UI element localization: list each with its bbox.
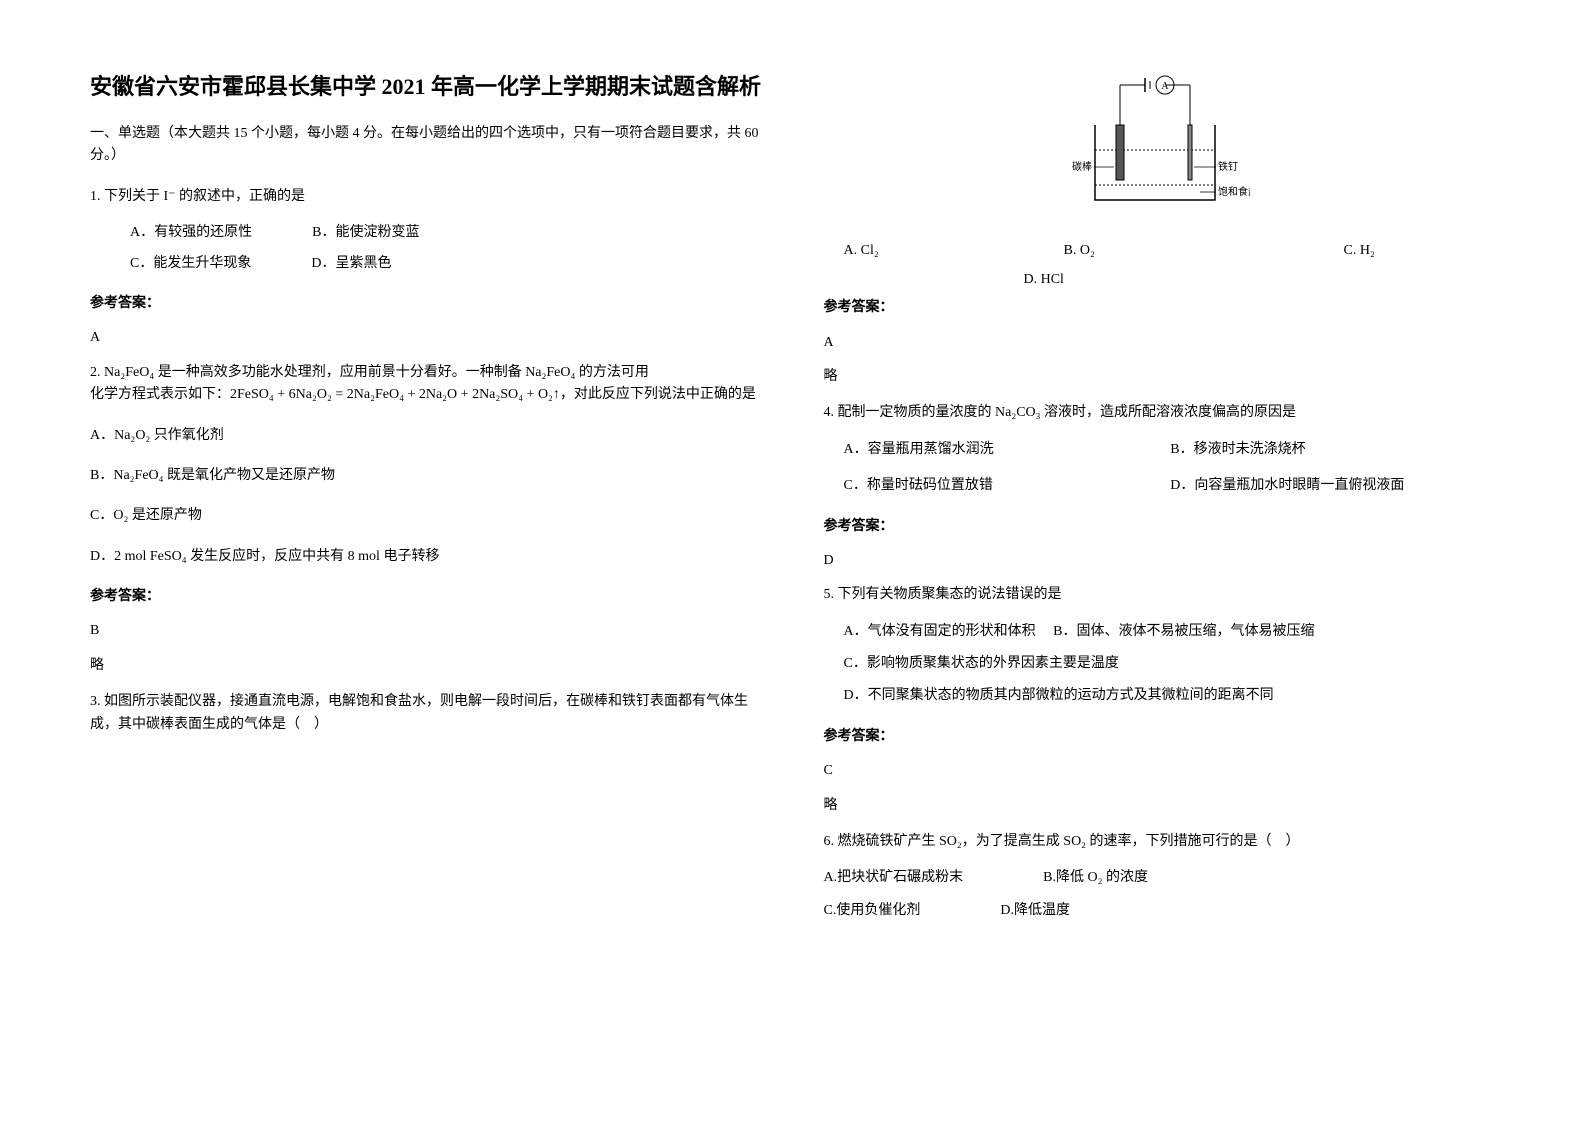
right-column: A 碳棒 铁钉 饱和食盐水 <box>824 70 1498 940</box>
q6-row1: A.把块状矿石碾成粉末 B.降低 O₂ 的浓度 <box>824 867 1498 889</box>
q5-opt-c: C．影响物质聚集状态的外界因素主要是温度 <box>844 653 1498 675</box>
q6-opt-c: C.使用负催化剂 <box>824 900 921 922</box>
q2-opt-d: D．2 mol FeSO₄ 发生反应时，反应中共有 8 mol 电子转移 <box>90 546 764 568</box>
electrolysis-diagram-svg: A 碳棒 铁钉 饱和食盐水 <box>1070 70 1250 220</box>
q3-opt-c: C. H₂ <box>1344 240 1464 262</box>
section-header: 一、单选题（本大题共 15 个小题，每小题 4 分。在每小题给出的四个选项中，只… <box>90 123 764 168</box>
ammeter-label: A <box>1162 81 1170 92</box>
q1-answer: A <box>90 327 764 349</box>
q3-opt-d: D. HCl <box>1024 269 1064 291</box>
q1-stem: 1. 下列关于 I⁻ 的叙述中，正确的是 <box>90 186 764 208</box>
q2-opt-c: C．O₂ 是还原产物 <box>90 505 764 527</box>
q2-answer: B <box>90 620 764 642</box>
question-5: 5. 下列有关物质聚集态的说法错误的是 A．气体没有固定的形状和体积 B．固体、… <box>824 584 1498 708</box>
q5-opt-b: B．固体、液体不易被压缩，气体易被压缩 <box>1053 624 1314 639</box>
q5-skip: 略 <box>824 795 1498 817</box>
q4-stem: 4. 配制一定物质的量浓度的 Na₂CO₃ 溶液时，造成所配溶液浓度偏高的原因是 <box>824 402 1498 424</box>
q4-options: A．容量瓶用蒸馏水润洗 B．移液时未洗涤烧杯 C．称量时砝码位置放错 D．向容量… <box>844 439 1498 498</box>
q4-opt-c: C．称量时砝码位置放错 <box>844 475 1171 497</box>
q6-opt-a: A.把块状矿石碾成粉末 <box>824 867 964 889</box>
q2-skip: 略 <box>90 655 764 677</box>
q2-opt-a: A．Na₂O₂ 只作氧化剂 <box>90 425 764 447</box>
question-6: 6. 燃烧硫铁矿产生 SO₂，为了提高生成 SO₂ 的速率，下列措施可行的是（ … <box>824 831 1498 922</box>
q4-answer-label: 参考答案： <box>824 516 1498 538</box>
question-1: 1. 下列关于 I⁻ 的叙述中，正确的是 A．有较强的还原性 B．能使淀粉变蓝 … <box>90 186 764 275</box>
q6-stem: 6. 燃烧硫铁矿产生 SO₂，为了提高生成 SO₂ 的速率，下列措施可行的是（ … <box>824 831 1498 853</box>
carbon-label: 碳棒 <box>1072 160 1092 173</box>
iron-label: 铁钉 <box>1218 160 1238 173</box>
question-2: 2. Na₂FeO₄ 是一种高效多功能水处理剂，应用前景十分看好。一种制备 Na… <box>90 362 764 568</box>
question-3-stem: 3. 如图所示装配仪器，接通直流电源，电解饱和食盐水，则电解一段时间后，在碳棒和… <box>90 691 764 736</box>
q5-opt-d: D．不同聚集状态的物质其内部微粒的运动方式及其微粒间的距离不同 <box>844 685 1498 707</box>
q2-answer-label: 参考答案： <box>90 586 764 608</box>
solution-label: 饱和食盐水 <box>1218 185 1250 198</box>
q5-answer-label: 参考答案： <box>824 726 1498 748</box>
q1-opt-d: D．呈紫黑色 <box>311 253 391 275</box>
q3-opt-b: B. O₂ <box>1064 240 1344 262</box>
q4-opt-d: D．向容量瓶加水时眼睛一直俯视液面 <box>1170 475 1497 497</box>
q3-options: A. Cl₂ B. O₂ C. H₂ D. HCl <box>844 240 1498 291</box>
q1-opt-b: B．能使淀粉变蓝 <box>312 222 419 244</box>
q3-answer: A <box>824 332 1498 354</box>
q3-stem: 3. 如图所示装配仪器，接通直流电源，电解饱和食盐水，则电解一段时间后，在碳棒和… <box>90 691 764 736</box>
q1-options-row1: A．有较强的还原性 B．能使淀粉变蓝 <box>130 222 764 244</box>
question-4: 4. 配制一定物质的量浓度的 Na₂CO₃ 溶液时，造成所配溶液浓度偏高的原因是… <box>824 402 1498 497</box>
exam-page: 安徽省六安市霍邱县长集中学 2021 年高一化学上学期期末试题含解析 一、单选题… <box>90 70 1497 940</box>
q1-opt-a: A．有较强的还原性 <box>130 222 252 244</box>
document-title: 安徽省六安市霍邱县长集中学 2021 年高一化学上学期期末试题含解析 <box>90 70 764 103</box>
q6-row2: C.使用负催化剂 D.降低温度 <box>824 900 1498 922</box>
q6-opt-d: D.降低温度 <box>1000 900 1070 922</box>
q1-answer-label: 参考答案： <box>90 293 764 315</box>
left-column: 安徽省六安市霍邱县长集中学 2021 年高一化学上学期期末试题含解析 一、单选题… <box>90 70 764 940</box>
q5-stem: 5. 下列有关物质聚集态的说法错误的是 <box>824 584 1498 606</box>
q3-skip: 略 <box>824 366 1498 388</box>
q5-opts-ab: A．气体没有固定的形状和体积 B．固体、液体不易被压缩，气体易被压缩 <box>844 621 1498 643</box>
q3-diagram: A 碳棒 铁钉 饱和食盐水 <box>824 70 1498 228</box>
q5-options: A．气体没有固定的形状和体积 B．固体、液体不易被压缩，气体易被压缩 C．影响物… <box>824 621 1498 708</box>
q3-answer-label: 参考答案： <box>824 297 1498 319</box>
q4-opt-b: B．移液时未洗涤烧杯 <box>1170 439 1497 461</box>
q6-options: A.把块状矿石碾成粉末 B.降低 O₂ 的浓度 C.使用负催化剂 D.降低温度 <box>824 867 1498 922</box>
q4-answer: D <box>824 550 1498 572</box>
q5-answer: C <box>824 760 1498 782</box>
q6-opt-b: B.降低 O₂ 的浓度 <box>1043 867 1148 889</box>
q2-stem-l1: 2. Na₂FeO₄ 是一种高效多功能水处理剂，应用前景十分看好。一种制备 Na… <box>90 362 764 384</box>
q4-opt-a: A．容量瓶用蒸馏水润洗 <box>844 439 1171 461</box>
q3-opt-a: A. Cl₂ <box>844 240 1064 262</box>
q1-opt-c: C．能发生升华现象 <box>130 253 251 275</box>
q5-opt-a: A．气体没有固定的形状和体积 <box>844 624 1036 639</box>
q2-stem-l2: 化学方程式表示如下：2FeSO₄ + 6Na₂O₂ = 2Na₂FeO₄ + 2… <box>90 384 764 406</box>
q1-options-row2: C．能发生升华现象 D．呈紫黑色 <box>130 253 764 275</box>
q2-opt-b: B．Na₂FeO₄ 既是氧化产物又是还原产物 <box>90 465 764 487</box>
